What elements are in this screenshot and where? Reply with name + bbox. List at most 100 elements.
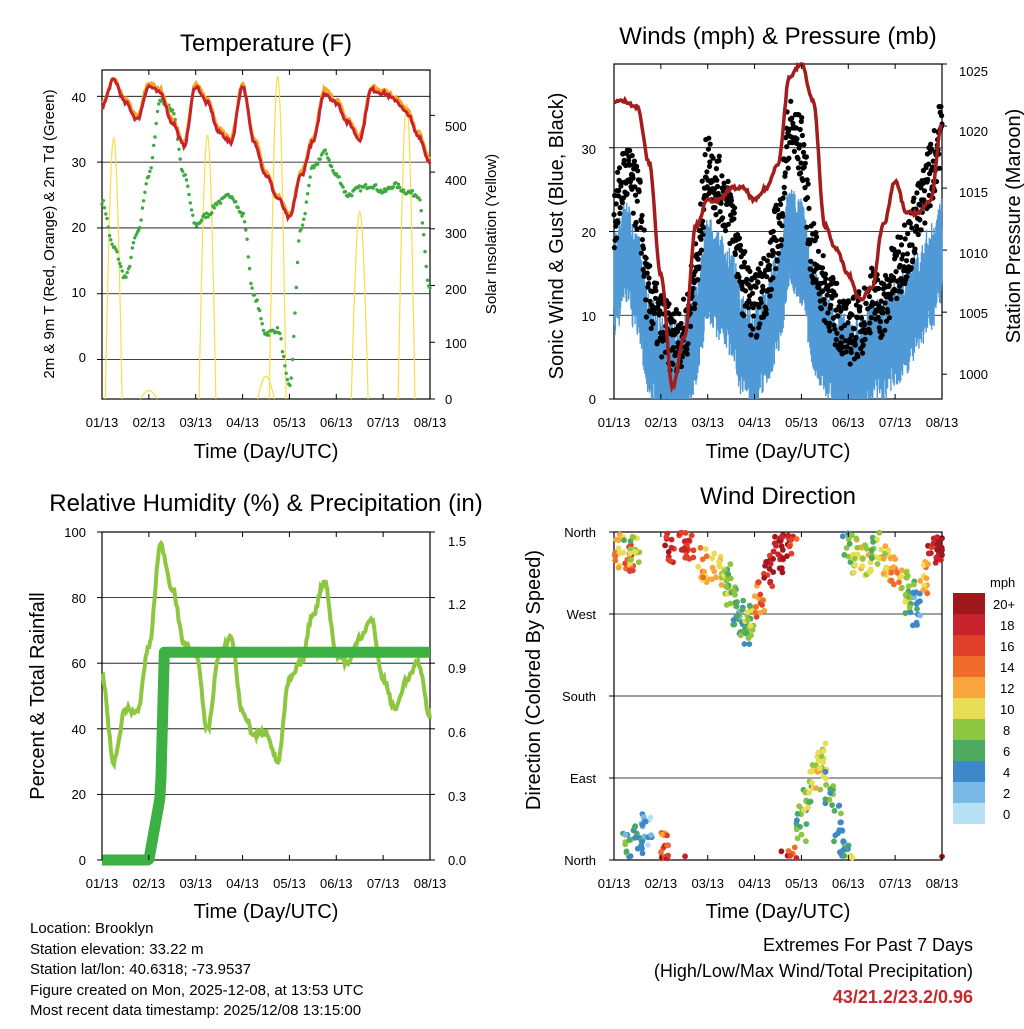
direction-point xyxy=(770,556,776,562)
x-tick-label: 05/13 xyxy=(785,415,818,430)
direction-point xyxy=(914,606,920,612)
direction-point xyxy=(745,617,751,623)
direction-point xyxy=(838,819,844,826)
gust-point xyxy=(712,205,718,211)
gust-point xyxy=(775,250,782,256)
gust-point xyxy=(747,268,753,274)
direction-point xyxy=(849,854,856,861)
gust-point xyxy=(907,220,913,226)
gust-point xyxy=(643,255,649,261)
gust-point xyxy=(617,210,623,217)
winds-ylabel: Sonic Wind & Gust (Blue, Black) xyxy=(546,93,568,380)
gust-point xyxy=(912,246,918,252)
gust-point xyxy=(616,188,622,194)
gust-point xyxy=(674,329,681,335)
dewpoint-point xyxy=(130,246,134,250)
gust-point xyxy=(784,144,790,150)
dewpoint-point xyxy=(101,199,106,203)
gust-point xyxy=(713,212,719,218)
colorbar-label: 0 xyxy=(1003,807,1010,822)
dewpoint-point xyxy=(297,239,301,243)
rh-ytick: 20 xyxy=(72,787,86,802)
gust-point xyxy=(624,191,630,197)
gust-point xyxy=(743,288,749,294)
dewpoint-point xyxy=(249,281,253,286)
gust-point xyxy=(822,301,828,307)
gust-point xyxy=(904,251,911,257)
gust-point xyxy=(802,160,808,166)
direction-point xyxy=(632,834,638,841)
dewpoint-point xyxy=(337,175,341,179)
gust-point xyxy=(767,293,773,299)
direction-point xyxy=(702,546,709,552)
direction-point xyxy=(658,855,665,862)
direction-point xyxy=(921,582,927,589)
x-tick-label: 02/13 xyxy=(133,415,166,430)
humidity-plot-frame xyxy=(101,531,431,861)
dewpoint-point xyxy=(247,266,252,271)
dewpoint-point xyxy=(128,264,132,269)
direction-point xyxy=(665,556,672,563)
direction-point xyxy=(938,557,944,563)
gust-point xyxy=(825,310,831,316)
dewpoint-point xyxy=(374,183,378,187)
solar-ytick: 400 xyxy=(445,173,467,188)
dewpoint-point xyxy=(152,143,156,148)
x-tick-label: 01/13 xyxy=(86,415,119,430)
gust-point xyxy=(843,305,849,311)
gust-point xyxy=(860,350,866,356)
recent-data-text: Most recent data timestamp: 2025/12/08 1… xyxy=(30,1002,362,1019)
gust-point xyxy=(840,344,846,350)
gust-point xyxy=(939,113,945,119)
gust-point xyxy=(678,320,684,327)
direction-point xyxy=(794,817,800,824)
direction-point xyxy=(885,547,892,553)
direction-point xyxy=(878,546,885,553)
gust-point xyxy=(846,299,852,305)
gust-point xyxy=(670,345,677,351)
colorbar-label: 14 xyxy=(1000,660,1014,675)
dewpoint-point xyxy=(312,166,316,170)
gust-point xyxy=(718,200,724,206)
gust-point xyxy=(786,126,792,132)
direction-point xyxy=(695,563,702,570)
direction-point xyxy=(612,557,619,564)
gust-point xyxy=(746,297,752,303)
solar-ytick: 100 xyxy=(445,336,467,351)
direction-point xyxy=(917,578,924,584)
x-tick-label: 02/13 xyxy=(133,876,166,891)
solar-insolation-line xyxy=(139,389,158,400)
dewpoint-point xyxy=(242,220,247,224)
direction-point xyxy=(744,608,751,615)
dewpoint-point xyxy=(181,169,185,173)
dewpoint-point xyxy=(423,249,427,254)
gust-point xyxy=(882,300,888,306)
dewpoint-point xyxy=(350,194,354,198)
gust-point xyxy=(714,177,720,183)
gust-point xyxy=(788,98,794,104)
gust-point xyxy=(756,304,762,310)
direction-point xyxy=(686,537,692,544)
direction-point xyxy=(822,768,829,775)
created-text: Figure created on Mon, 2025-12-08, at 13… xyxy=(30,981,364,999)
direction-point xyxy=(757,591,764,598)
gust-point xyxy=(898,242,905,248)
dewpoint-point xyxy=(327,158,331,162)
colorbar-label: 6 xyxy=(1003,744,1010,759)
gust-point xyxy=(634,198,640,204)
direction-point xyxy=(770,569,777,575)
direction-point xyxy=(903,574,910,581)
gust-point xyxy=(808,258,814,264)
direction-point xyxy=(639,845,645,852)
gust-point xyxy=(676,311,682,317)
direction-point xyxy=(709,564,716,571)
gust-point xyxy=(741,259,748,265)
direction-xticks: 01/13 02/13 03/13 04/13 05/13 06/13 07/13 08/13 xyxy=(598,532,958,891)
direction-left-ticks: North West South East North xyxy=(562,525,596,868)
direction-point xyxy=(755,579,761,586)
dewpoint-point xyxy=(210,211,214,215)
gust-point xyxy=(615,219,621,225)
direction-point xyxy=(659,831,666,838)
dewpoint-point xyxy=(234,200,238,204)
x-tick-label: 05/13 xyxy=(273,876,306,891)
